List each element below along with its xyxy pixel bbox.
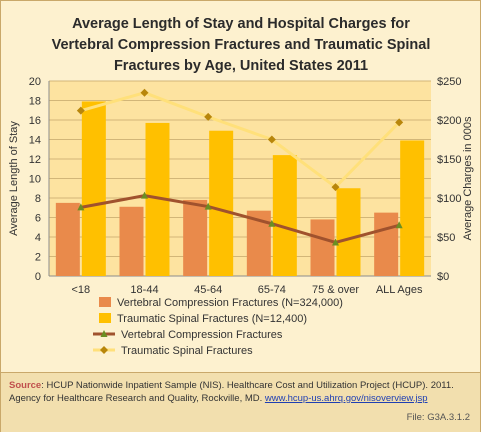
y-tick-label: 18 <box>29 96 41 108</box>
y2-tick-label: $250 <box>437 76 461 88</box>
legend-marker <box>100 346 108 354</box>
bar-tsf <box>336 188 361 276</box>
legend-swatch <box>99 297 111 307</box>
y-tick-label: 10 <box>29 174 41 186</box>
marker-tsf <box>395 118 404 127</box>
y-tick-label: 4 <box>35 232 41 244</box>
x-tick-label: ALL Ages <box>376 284 423 296</box>
y2-tick-label: $100 <box>437 193 461 205</box>
legend-label: Traumatic Spinal Fractures (N=12,400) <box>117 313 307 325</box>
y-tick-label: 2 <box>35 252 41 264</box>
y2-tick-label: $50 <box>437 232 455 244</box>
marker-tsf <box>267 135 276 144</box>
bar-vcf <box>310 219 335 276</box>
source-label: Source <box>9 380 42 391</box>
source-footer: Source: HCUP Nationwide Inpatient Sample… <box>1 372 480 432</box>
file-code: File: G3A.3.1.2 <box>406 412 470 423</box>
bar-vcf <box>183 199 208 276</box>
x-tick-label: 75 & over <box>312 284 359 296</box>
line-vcf <box>80 194 400 244</box>
y2-tick-label: $0 <box>437 271 449 283</box>
y-tick-label: 12 <box>29 154 41 166</box>
y-tick-label: 20 <box>29 76 41 88</box>
x-tick-label: 18-44 <box>130 284 158 296</box>
marker-tsf <box>140 88 149 97</box>
bar-vcf <box>374 212 399 276</box>
bar-tsf <box>209 130 234 276</box>
y2-tick-label: $150 <box>437 154 461 166</box>
marker-vcf <box>77 203 85 211</box>
chart-title: Average Length of Stay and Hospital Char… <box>41 14 441 77</box>
y2-tick-label: $200 <box>437 115 461 127</box>
marker-vcf <box>141 191 148 199</box>
chart-title-line-1: Average Length of Stay and Hospital Char… <box>72 16 410 32</box>
x-tick-label: <18 <box>71 284 90 296</box>
chart-svg: 0 2 4 6 8 10 12 14 16 18 20 $0 $50 $100 $150 $200 $250 Av… <box>8 76 474 357</box>
y-tick-label: 8 <box>35 193 41 205</box>
y2-axis-title: Average Charges in 000s <box>462 116 474 240</box>
bar-vcf <box>119 206 144 276</box>
marker-tsf <box>76 106 85 115</box>
legend-label: Vertebral Compression Fractures <box>121 329 283 341</box>
source-link[interactable]: www.hcup-us.ahrq.gov/nisoverview.jsp <box>264 393 428 404</box>
bar-tsf <box>400 140 425 276</box>
source-text: : HCUP Nationwide Inpatient Sample (NIS)… <box>9 380 454 404</box>
y-tick-label: 6 <box>35 213 41 225</box>
y-axis-title: Average Length of Stay <box>8 121 20 236</box>
marker-vcf <box>332 238 339 246</box>
x-tick-label: 45-64 <box>194 284 222 296</box>
chart-title-line-3: Fractures by Age, United States 2011 <box>113 58 369 74</box>
bar-vcf <box>246 210 271 276</box>
source-note: Source: HCUP Nationwide Inpatient Sample… <box>9 379 471 405</box>
bar-vcf <box>55 202 80 276</box>
marker-tsf <box>331 183 340 192</box>
line-tsf <box>80 91 401 189</box>
y-tick-label: 0 <box>35 271 41 283</box>
legend-swatch <box>99 313 111 323</box>
legend-marker <box>100 330 108 337</box>
marker-vcf <box>268 219 276 227</box>
bar-tsf <box>81 101 106 276</box>
legend-label: Traumatic Spinal Fractures <box>121 345 253 357</box>
marker-vcf <box>204 202 212 210</box>
bar-tsf <box>272 155 297 276</box>
chart-title-line-2: Vertebral Compression Fractures and Trau… <box>51 37 431 53</box>
marker-tsf <box>204 112 213 121</box>
x-tick-label: 65-74 <box>258 284 286 296</box>
legend-label: Vertebral Compression Fractures (N=324,0… <box>117 297 343 309</box>
y-tick-label: 16 <box>29 115 41 127</box>
marker-vcf <box>395 221 403 229</box>
y-tick-label: 14 <box>29 135 41 147</box>
